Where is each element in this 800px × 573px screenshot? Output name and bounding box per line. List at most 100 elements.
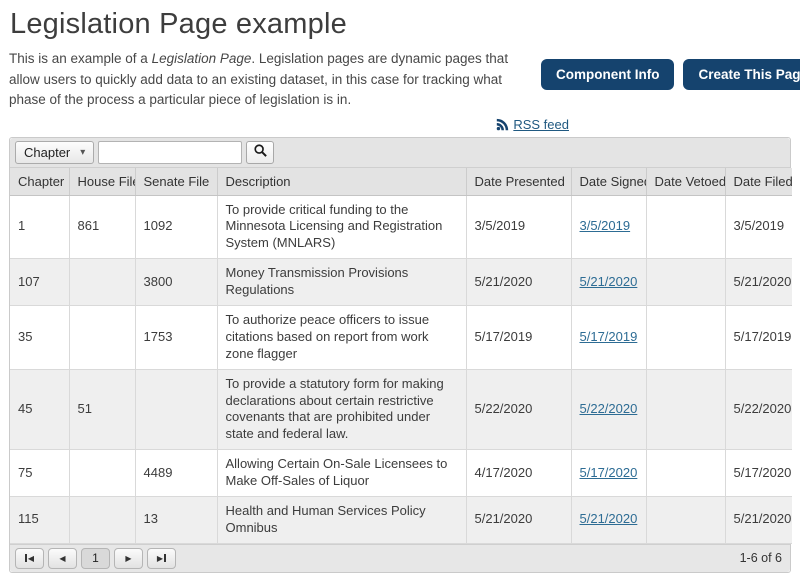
header-description: Description bbox=[217, 167, 467, 196]
cell-date-filed: 5/22/2020 bbox=[725, 369, 792, 451]
magnifier-icon bbox=[253, 143, 268, 161]
date-signed-link[interactable]: 5/22/2020 bbox=[579, 401, 638, 416]
intro-pre: This is an example of a bbox=[9, 51, 152, 66]
cell-house-file bbox=[69, 496, 136, 544]
cell-description: To provide a statutory form for making d… bbox=[217, 369, 467, 451]
next-page-icon: ▶ bbox=[125, 553, 132, 563]
cell-date-filed: 5/17/2020 bbox=[725, 449, 792, 498]
table-row: 115 13 Health and Human Services Policy … bbox=[10, 496, 792, 544]
pagination-bar: ◀ ◀ 1 ▶ ▶ 1-6 of 6 bbox=[10, 543, 790, 572]
rss-feed-link[interactable]: RSS feed bbox=[496, 117, 569, 132]
search-button[interactable] bbox=[246, 140, 275, 164]
date-signed-link[interactable]: 3/5/2019 bbox=[579, 218, 631, 234]
cell-date-signed: 5/17/2019 bbox=[571, 305, 647, 370]
cell-date-filed: 5/21/2020 bbox=[725, 258, 792, 306]
cell-date-presented: 3/5/2019 bbox=[466, 195, 572, 260]
cell-date-presented: 4/17/2020 bbox=[466, 449, 572, 498]
next-page-button[interactable]: ▶ bbox=[114, 547, 143, 569]
previous-page-icon: ◀ bbox=[59, 553, 66, 563]
cell-date-vetoed bbox=[646, 496, 726, 544]
cell-date-presented: 5/21/2020 bbox=[466, 496, 572, 544]
cell-date-presented: 5/22/2020 bbox=[466, 369, 572, 451]
cell-chapter: 115 bbox=[10, 496, 70, 544]
cell-description: Health and Human Services Policy Omnibus bbox=[217, 496, 467, 544]
table-row: 75 4489 Allowing Certain On-Sale License… bbox=[10, 449, 792, 498]
action-buttons: Component Info Create This Page bbox=[541, 59, 800, 90]
table-body: 1 861 1092 To provide critical funding t… bbox=[10, 195, 792, 544]
cell-date-signed: 5/22/2020 bbox=[571, 369, 647, 451]
cell-date-filed: 5/17/2019 bbox=[725, 305, 792, 370]
cell-description: To authorize peace officers to issue cit… bbox=[217, 305, 467, 370]
cell-description: Allowing Certain On-Sale Licensees to Ma… bbox=[217, 449, 467, 498]
cell-date-filed: 5/21/2020 bbox=[725, 496, 792, 544]
table-row: 1 861 1092 To provide critical funding t… bbox=[10, 195, 792, 260]
component-info-button[interactable]: Component Info bbox=[541, 59, 675, 90]
cell-date-signed: 5/21/2020 bbox=[571, 496, 647, 544]
intro-and-actions: This is an example of a Legislation Page… bbox=[9, 49, 800, 111]
intro-text: This is an example of a Legislation Page… bbox=[9, 49, 541, 111]
cell-house-file bbox=[69, 449, 136, 498]
table-header-row: Chapter House File Senate File Descripti… bbox=[10, 167, 792, 196]
create-this-page-button[interactable]: Create This Page bbox=[683, 59, 800, 90]
cell-date-signed: 3/5/2019 bbox=[571, 195, 647, 260]
page-title: Legislation Page example bbox=[10, 8, 347, 40]
cell-house-file bbox=[69, 258, 136, 306]
rss-feed-label: RSS feed bbox=[513, 116, 569, 132]
rss-icon bbox=[496, 118, 509, 131]
cell-date-vetoed bbox=[646, 258, 726, 306]
chevron-down-icon: ▾ bbox=[80, 146, 86, 158]
first-page-button[interactable]: ◀ bbox=[15, 547, 44, 569]
table-row: 45 51 To provide a statutory form for ma… bbox=[10, 369, 792, 451]
filter-search-input[interactable] bbox=[98, 140, 243, 164]
cell-senate-file: 13 bbox=[135, 496, 218, 544]
header-date-vetoed: Date Vetoed bbox=[646, 167, 726, 196]
pagination-range-label: 1-6 of 6 bbox=[739, 551, 782, 566]
cell-senate-file: 4489 bbox=[135, 449, 218, 498]
rss-row: RSS feed bbox=[9, 111, 791, 137]
legislation-table: Chapter House File Senate File Descripti… bbox=[10, 167, 792, 544]
cell-chapter: 107 bbox=[10, 258, 70, 306]
cell-chapter: 1 bbox=[10, 195, 70, 260]
filter-bar: Chapter ▾ bbox=[10, 137, 790, 168]
cell-chapter: 35 bbox=[10, 305, 70, 370]
cell-chapter: 45 bbox=[10, 369, 70, 451]
filter-column-dropdown[interactable]: Chapter ▾ bbox=[15, 140, 95, 164]
previous-page-button[interactable]: ◀ bbox=[48, 547, 77, 569]
cell-house-file bbox=[69, 305, 136, 370]
cell-senate-file: 3800 bbox=[135, 258, 218, 306]
date-signed-link[interactable]: 5/21/2020 bbox=[579, 273, 638, 289]
page-1-button[interactable]: 1 bbox=[81, 547, 110, 569]
header-senate-file: Senate File bbox=[135, 167, 218, 196]
cell-date-signed: 5/17/2020 bbox=[571, 449, 647, 498]
header-date-filed: Date Filed bbox=[725, 167, 792, 196]
date-signed-link[interactable]: 5/17/2019 bbox=[579, 328, 638, 344]
intro-post: . Legislation pages are dynamic pages th… bbox=[9, 51, 509, 108]
cell-date-vetoed bbox=[646, 369, 726, 451]
table-row: 107 3800 Money Transmission Provisions R… bbox=[10, 258, 792, 306]
last-page-icon bbox=[164, 554, 167, 563]
header-chapter: Chapter bbox=[10, 167, 70, 196]
last-page-button[interactable]: ▶ bbox=[147, 547, 176, 569]
date-signed-link[interactable]: 5/17/2020 bbox=[579, 464, 638, 480]
cell-date-presented: 5/17/2019 bbox=[466, 305, 572, 370]
cell-date-signed: 5/21/2020 bbox=[571, 258, 647, 306]
cell-description: To provide critical funding to the Minne… bbox=[217, 195, 467, 260]
cell-date-filed: 3/5/2019 bbox=[725, 195, 792, 260]
cell-chapter: 75 bbox=[10, 449, 70, 498]
filter-dropdown-value: Chapter bbox=[24, 144, 71, 160]
cell-date-vetoed bbox=[646, 305, 726, 370]
cell-senate-file: 1753 bbox=[135, 305, 218, 370]
cell-senate-file bbox=[135, 369, 218, 451]
legislation-table-widget: Chapter ▾ Chapter House File Senate File… bbox=[9, 136, 792, 573]
cell-description: Money Transmission Provisions Regulation… bbox=[217, 258, 467, 306]
cell-date-vetoed bbox=[646, 195, 726, 260]
cell-date-vetoed bbox=[646, 449, 726, 498]
intro-italic: Legislation Page bbox=[151, 51, 252, 66]
cell-date-presented: 5/21/2020 bbox=[466, 258, 572, 306]
first-page-icon bbox=[24, 554, 27, 563]
cell-senate-file: 1092 bbox=[135, 195, 218, 260]
cell-house-file: 51 bbox=[69, 369, 136, 451]
table-row: 35 1753 To authorize peace officers to i… bbox=[10, 305, 792, 370]
cell-house-file: 861 bbox=[69, 195, 136, 260]
date-signed-link[interactable]: 5/21/2020 bbox=[579, 511, 638, 527]
